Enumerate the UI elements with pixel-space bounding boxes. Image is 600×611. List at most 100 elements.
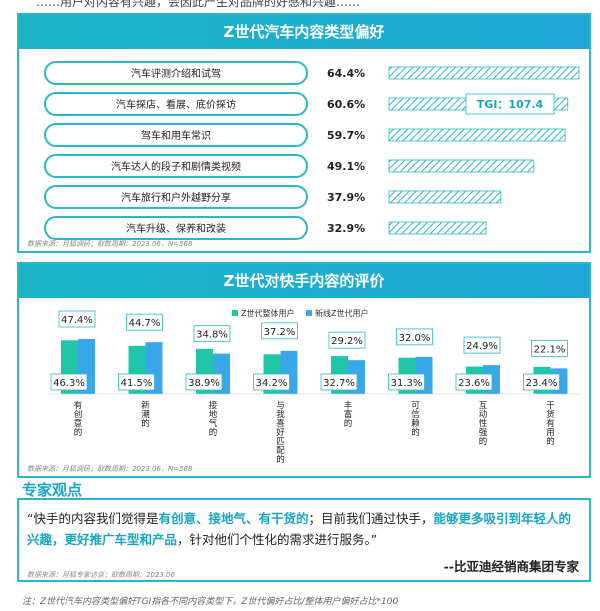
data-label-box <box>50 373 88 391</box>
category-label-char: 可 <box>411 401 420 411</box>
category-pill <box>44 92 308 116</box>
data-label-box <box>463 336 501 354</box>
data-label-series-2: 22.1% <box>534 344 566 355</box>
data-label-box <box>388 373 425 391</box>
data-label-box <box>328 331 366 349</box>
data-label-series-1: 34.2% <box>256 378 288 389</box>
category-label: 汽车评测介绍和试驾 <box>131 67 221 80</box>
data-label-series-1: 41.5% <box>121 378 153 389</box>
footnote: 注：Z世代汽车内容类型偏好TGI指各不同内容类型下，Z世代偏好占比/整体用户偏好… <box>22 597 399 607</box>
category-pill <box>44 154 308 178</box>
data-label-series-2: 34.8% <box>196 330 228 341</box>
category-label-char: 匹 <box>276 437 285 447</box>
content-preference-panel: Z世代汽车内容类型偏好 汽车评测介绍和试驾 64.4% 汽车探店、看展、底价探访 60… <box>17 13 591 253</box>
data-label-box <box>185 373 223 391</box>
category-label-char: 富 <box>344 409 353 420</box>
category-label-char: 互 <box>479 401 488 411</box>
category-label: 汽车达人的段子和剧情类视频 <box>111 160 241 173</box>
kuaishou-evaluation-chart: Z世代整体用户 新线Z世代用户47.4%46.3%有创意的44.7%41.5%新潮… <box>49 308 579 465</box>
category-pill <box>44 185 308 209</box>
category-label-char: 的 <box>344 418 353 429</box>
category-label-char: 有 <box>546 418 555 429</box>
category-label-char: 地 <box>209 409 218 420</box>
value-label: 37.9% <box>327 191 365 204</box>
data-label-series-1: 38.9% <box>188 378 220 389</box>
expert-signature: --比亚迪经销商集团专家 <box>443 559 579 574</box>
data-label-box <box>126 313 163 331</box>
category-label-char: 的 <box>411 427 420 438</box>
quote-part: ；目前我们通过快手， <box>308 511 434 526</box>
bar <box>388 66 580 80</box>
tgi-callout-text: TGI：107.4 <box>477 98 544 111</box>
data-label-box <box>531 339 568 357</box>
data-label-box <box>261 322 298 340</box>
category-label: 汽车旅行和户外越野分享 <box>121 191 231 204</box>
content-preference-chart: 汽车评测介绍和试驾 64.4% 汽车探店、看展、底价探访 60.6% 驾车和用车常识 59… <box>44 61 580 240</box>
panel-1-source: 数据来源：月狐调研；取数周期：2023.06，N=568 <box>27 240 193 248</box>
category-label-char: 创 <box>74 409 83 420</box>
data-label-box <box>320 373 358 391</box>
expert-divider <box>17 498 591 500</box>
value-label: 60.6% <box>327 98 365 111</box>
legend-swatch-series-1 <box>232 310 238 316</box>
bar <box>388 221 487 235</box>
expert-box: “快手的内容我们觉得是有创意、接地气、有干货的；目前我们通过快手，能够更多吸引到… <box>17 500 591 582</box>
category-label-char: 的 <box>276 454 285 465</box>
quote-part: ，针对他们个性化的需求进行服务。” <box>177 532 378 547</box>
data-label-series-2: 29.2% <box>331 336 363 347</box>
category-label-char: 信 <box>411 409 420 420</box>
data-label-series-2: 24.9% <box>466 341 498 352</box>
data-label-box <box>455 373 493 391</box>
quote-highlight: 有创意、接地气、有干货的 <box>158 511 309 526</box>
data-label-series-2: 32.0% <box>399 333 431 344</box>
value-label: 64.4% <box>327 67 365 80</box>
panel-2-title: Z世代对快手内容的评价 <box>19 264 589 298</box>
category-label-char: 的 <box>209 427 218 438</box>
value-label: 32.9% <box>327 222 365 235</box>
category-label-char: 丰 <box>344 400 353 411</box>
header-fragment-text: ……用户对内容有兴趣，会因此产生对品牌的好感和兴趣…… <box>36 0 361 9</box>
legend-label-series-1: Z世代整体用户 <box>241 308 294 318</box>
category-label: 驾车和用车常识 <box>141 129 211 142</box>
legend-swatch-series-2 <box>306 310 312 316</box>
data-label-series-2: 44.7% <box>129 318 161 329</box>
value-label: 49.1% <box>327 160 365 173</box>
data-label-series-1: 32.7% <box>323 378 355 389</box>
bar <box>388 159 535 173</box>
category-label-char: 动 <box>479 409 488 420</box>
category-label-char: 喜 <box>276 418 285 429</box>
category-label-char: 新 <box>141 400 150 411</box>
data-label-box <box>396 328 433 346</box>
data-label-series-2: 47.4% <box>61 315 93 326</box>
category-label-char: 的 <box>74 427 83 438</box>
category-label-char: 与 <box>276 401 285 411</box>
bar <box>388 128 566 142</box>
data-label-series-1: 31.3% <box>391 378 423 389</box>
data-label-box <box>58 310 96 328</box>
quote-part: “快手的内容我们觉得是 <box>27 511 159 526</box>
category-label-char: 性 <box>479 418 488 429</box>
category-label-char: 我 <box>276 409 285 420</box>
category-label: 汽车升级、保养和改装 <box>126 222 226 235</box>
data-label-box <box>523 373 560 391</box>
category-label-char: 气 <box>209 418 218 429</box>
kuaishou-evaluation-panel: Z世代对快手内容的评价 Z世代整体用户 新线Z世代用户 47.4% 46.3% 有创意的… <box>17 262 591 478</box>
data-label-box <box>253 373 290 391</box>
expert-title: 专家观点 <box>22 481 83 499</box>
category-label-char: 的 <box>479 436 488 447</box>
value-label: 59.7% <box>327 129 365 142</box>
panel-1-title: Z世代汽车内容类型偏好 <box>19 15 589 49</box>
category-label-char: 好 <box>276 427 285 438</box>
bar <box>388 190 502 204</box>
data-label-series-1: 23.6% <box>458 378 490 389</box>
category-label-char: 潮 <box>141 409 150 420</box>
category-label-char: 干 <box>546 401 555 411</box>
category-label-char: 配 <box>276 446 285 456</box>
category-label-char: 意 <box>74 418 83 429</box>
category-label-char: 有 <box>74 400 83 411</box>
data-label-series-1: 46.3% <box>53 378 85 389</box>
category-label-char: 货 <box>546 409 555 420</box>
category-label: 汽车探店、看展、底价探访 <box>116 98 236 111</box>
category-label-char: 赖 <box>411 418 420 429</box>
category-label-char: 用 <box>546 428 555 438</box>
